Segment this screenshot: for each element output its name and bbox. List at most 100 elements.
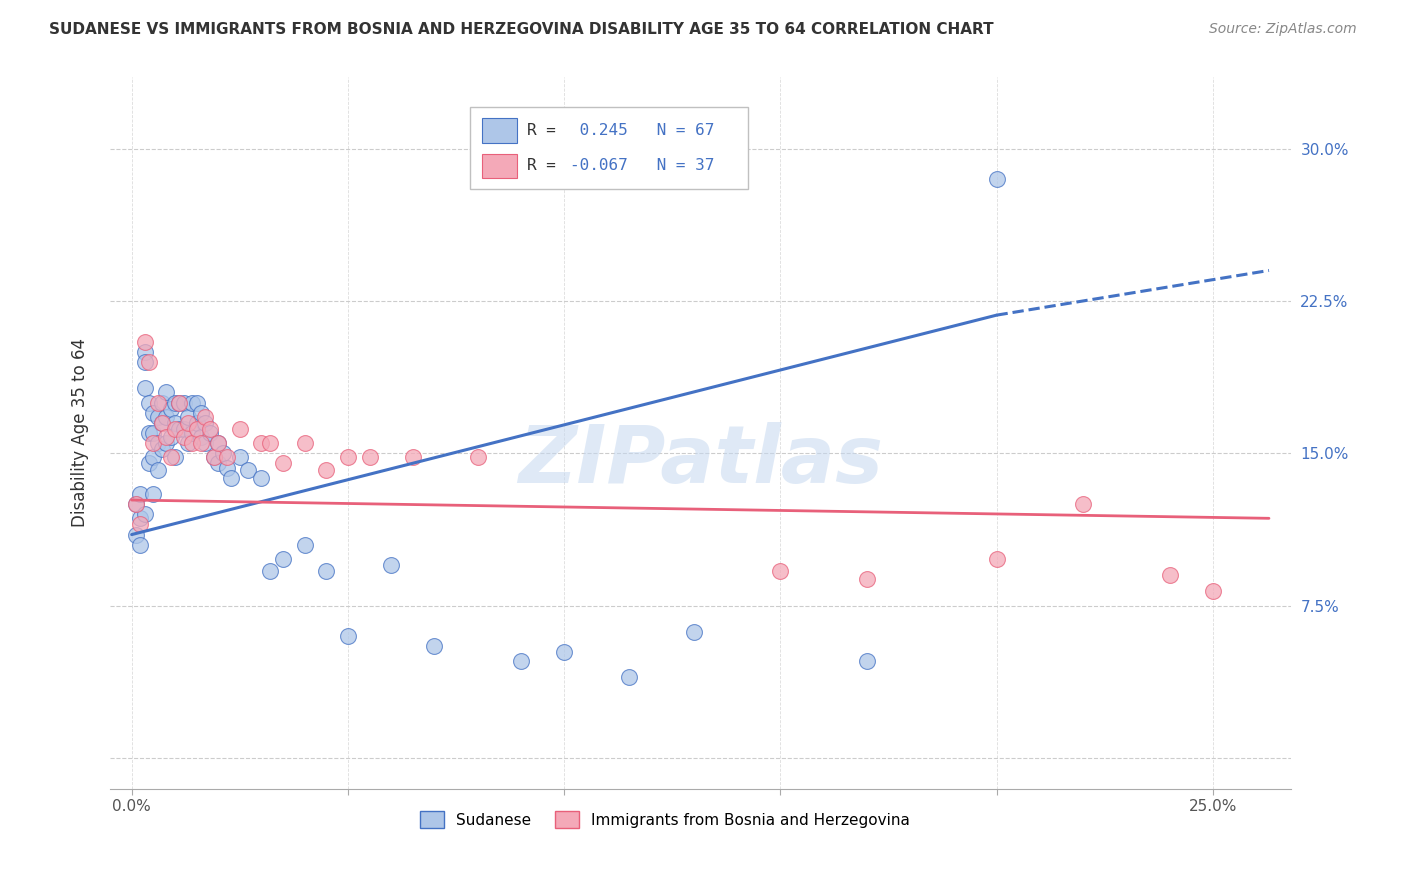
Point xyxy=(155,409,177,424)
Legend: Sudanese, Immigrants from Bosnia and Herzegovina: Sudanese, Immigrants from Bosnia and Her… xyxy=(413,805,917,834)
Point xyxy=(163,416,186,430)
Point xyxy=(467,450,489,465)
Point xyxy=(150,416,173,430)
Point xyxy=(125,497,148,511)
Point xyxy=(181,395,204,409)
Point xyxy=(294,436,316,450)
Point xyxy=(190,436,212,450)
Text: R =: R = xyxy=(527,158,565,173)
Point xyxy=(238,462,260,476)
Point xyxy=(138,425,160,440)
Point xyxy=(173,422,195,436)
Point xyxy=(134,508,156,522)
Point xyxy=(215,450,238,465)
Text: Source: ZipAtlas.com: Source: ZipAtlas.com xyxy=(1209,22,1357,37)
Point xyxy=(271,552,294,566)
Point xyxy=(163,395,186,409)
Point xyxy=(294,538,316,552)
Point xyxy=(190,430,212,444)
Point xyxy=(142,425,165,440)
Point xyxy=(159,450,181,465)
Point xyxy=(202,450,225,465)
Point xyxy=(129,511,152,525)
Point xyxy=(181,436,204,450)
Point xyxy=(315,462,337,476)
Point xyxy=(198,422,221,436)
Point xyxy=(129,538,152,552)
Point xyxy=(167,395,190,409)
Text: -0.067   N = 37: -0.067 N = 37 xyxy=(571,158,714,173)
Point xyxy=(315,564,337,578)
Point xyxy=(553,645,575,659)
Point xyxy=(336,629,359,643)
Point xyxy=(986,552,1008,566)
Point xyxy=(138,395,160,409)
Point xyxy=(1071,497,1094,511)
Point xyxy=(150,442,173,457)
Point xyxy=(211,446,233,460)
Point xyxy=(155,436,177,450)
Text: SUDANESE VS IMMIGRANTS FROM BOSNIA AND HERZEGOVINA DISABILITY AGE 35 TO 64 CORRE: SUDANESE VS IMMIGRANTS FROM BOSNIA AND H… xyxy=(49,22,994,37)
Point xyxy=(219,471,242,485)
Point xyxy=(186,422,208,436)
Point xyxy=(167,422,190,436)
Point xyxy=(142,406,165,420)
Point xyxy=(336,450,359,465)
Point xyxy=(202,450,225,465)
Point xyxy=(159,430,181,444)
Point xyxy=(138,457,160,471)
Point xyxy=(229,450,252,465)
Point xyxy=(250,471,273,485)
Y-axis label: Disability Age 35 to 64: Disability Age 35 to 64 xyxy=(72,338,89,527)
Point xyxy=(186,416,208,430)
Point xyxy=(509,654,531,668)
Point xyxy=(207,457,229,471)
Point xyxy=(177,436,200,450)
Point xyxy=(617,670,640,684)
Point xyxy=(173,395,195,409)
Point xyxy=(1202,584,1225,599)
Point xyxy=(271,457,294,471)
Point xyxy=(138,355,160,369)
Point xyxy=(856,654,879,668)
Point xyxy=(856,572,879,586)
Point xyxy=(163,422,186,436)
Point xyxy=(150,395,173,409)
FancyBboxPatch shape xyxy=(482,153,517,178)
Point xyxy=(150,416,173,430)
Point xyxy=(190,406,212,420)
Point xyxy=(146,395,169,409)
FancyBboxPatch shape xyxy=(482,118,517,143)
Text: 0.245   N = 67: 0.245 N = 67 xyxy=(571,123,714,138)
Point xyxy=(134,344,156,359)
Point xyxy=(142,436,165,450)
Point xyxy=(359,450,381,465)
Point xyxy=(134,355,156,369)
Point xyxy=(134,334,156,349)
Point xyxy=(173,430,195,444)
Point xyxy=(125,497,148,511)
Point xyxy=(155,430,177,444)
Point xyxy=(207,436,229,450)
Point xyxy=(215,460,238,475)
FancyBboxPatch shape xyxy=(470,107,748,189)
Point xyxy=(146,436,169,450)
Point xyxy=(146,409,169,424)
Point xyxy=(769,564,792,578)
Point xyxy=(250,436,273,450)
Point xyxy=(181,425,204,440)
Point xyxy=(380,558,402,572)
Point xyxy=(1159,568,1181,582)
Point xyxy=(159,401,181,416)
Point xyxy=(177,416,200,430)
Point xyxy=(146,462,169,476)
Point xyxy=(423,640,446,654)
Point xyxy=(167,395,190,409)
Point xyxy=(142,487,165,501)
Point xyxy=(142,450,165,465)
Point xyxy=(986,172,1008,186)
Point xyxy=(186,395,208,409)
Point xyxy=(259,436,281,450)
Point xyxy=(163,450,186,465)
Point xyxy=(129,517,152,532)
